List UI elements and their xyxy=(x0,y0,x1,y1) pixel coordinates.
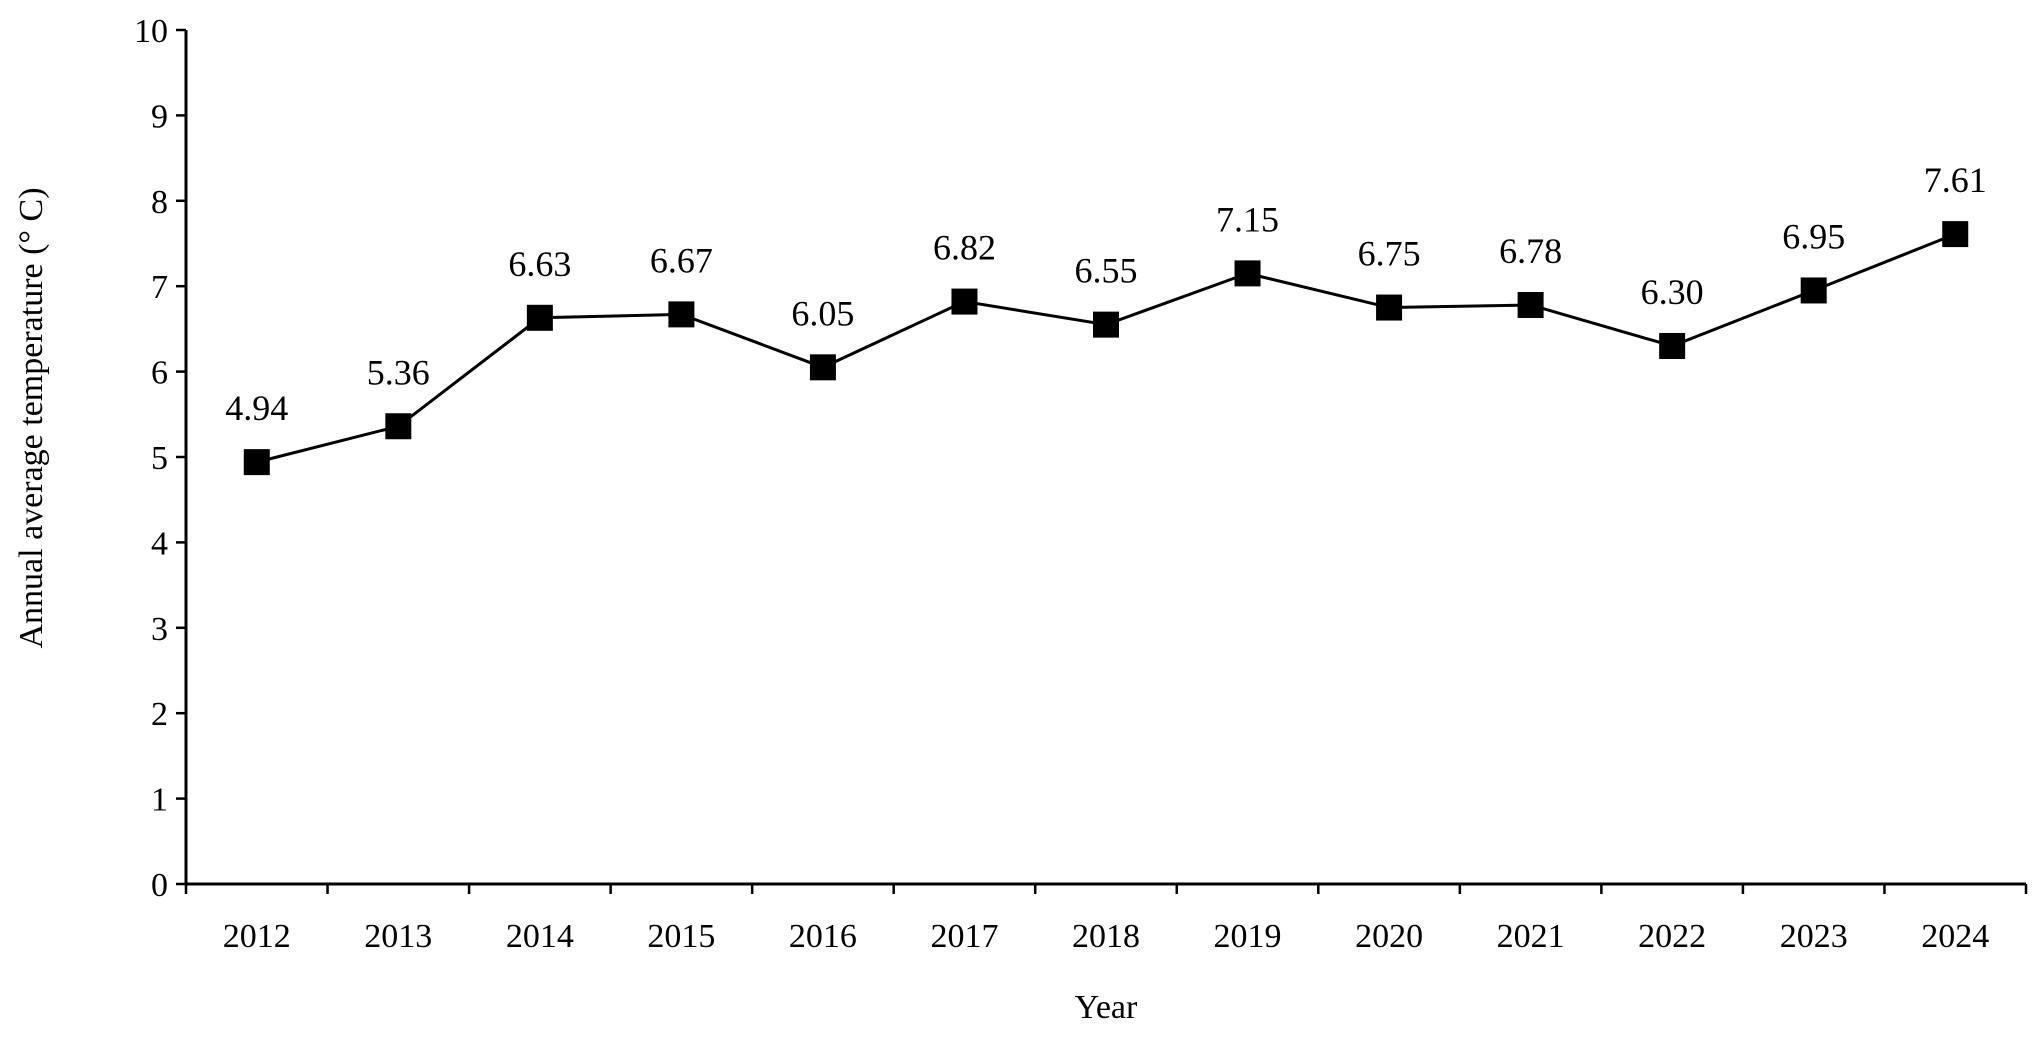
x-tick-label: 2016 xyxy=(789,918,857,955)
data-point-marker xyxy=(526,304,553,331)
data-point-marker xyxy=(1376,294,1403,321)
y-tick-label: 0 xyxy=(151,867,168,904)
y-tick-label: 9 xyxy=(151,98,168,135)
x-tick-label: 2017 xyxy=(930,918,998,955)
data-label: 6.78 xyxy=(1499,231,1562,271)
y-axis-title: Annual average temperature (° C) xyxy=(13,187,50,648)
x-tick-label: 2020 xyxy=(1355,918,1423,955)
x-tick-label: 2021 xyxy=(1497,918,1565,955)
x-tick-label: 2019 xyxy=(1214,918,1282,955)
data-series: 4.94 5.36 6.63 6.67 6.05 6.82 6.55 7.15 6.75 6.78… xyxy=(225,160,1987,476)
y-tick-label: 4 xyxy=(151,525,168,562)
data-point-marker xyxy=(1800,277,1827,304)
data-label: 6.63 xyxy=(508,244,571,284)
x-tick-label: 2014 xyxy=(506,918,574,955)
data-point-marker xyxy=(668,301,695,328)
y-tick-label: 6 xyxy=(151,355,168,392)
y-tick-label: 1 xyxy=(151,782,168,819)
data-label: 7.61 xyxy=(1924,160,1987,200)
data-label: 6.75 xyxy=(1358,234,1421,274)
y-tick-label: 2 xyxy=(151,696,168,733)
x-tick-label: 2015 xyxy=(647,918,715,955)
x-tick-label: 2023 xyxy=(1780,918,1848,955)
data-label: 7.15 xyxy=(1216,199,1279,239)
data-label: 6.95 xyxy=(1782,216,1845,256)
data-label: 6.55 xyxy=(1075,251,1138,291)
data-label: 4.94 xyxy=(225,388,288,428)
y-tick-label: 3 xyxy=(151,611,168,648)
y-tick-label: 8 xyxy=(151,184,168,221)
x-axis-title: Year xyxy=(1075,989,1138,1026)
y-axis-ticks: 0 1 2 3 4 5 6 7 8 9 10 xyxy=(134,13,186,904)
y-tick-label: 7 xyxy=(151,269,168,306)
data-label: 6.30 xyxy=(1641,272,1704,312)
data-point-marker xyxy=(243,449,270,476)
data-label: 6.05 xyxy=(791,293,854,333)
x-axis-ticks: 2012 2013 2014 2015 2016 2017 2018 2019 2020 2021… xyxy=(184,884,2028,955)
data-point-marker xyxy=(1517,291,1544,318)
data-point-marker xyxy=(385,413,412,440)
data-point-marker xyxy=(1942,221,1969,248)
data-point-marker xyxy=(1234,260,1261,287)
x-tick-label: 2013 xyxy=(364,918,432,955)
x-tick-label: 2024 xyxy=(1921,918,1989,955)
data-point-marker xyxy=(951,288,978,315)
data-point-marker xyxy=(809,354,836,381)
y-tick-label: 10 xyxy=(134,13,168,50)
data-point-marker xyxy=(1093,311,1119,338)
data-label: 6.82 xyxy=(933,228,996,268)
x-tick-label: 2018 xyxy=(1072,918,1140,955)
x-tick-label: 2022 xyxy=(1638,918,1706,955)
data-label: 5.36 xyxy=(367,352,430,392)
data-label: 6.67 xyxy=(650,240,713,280)
data-point-marker xyxy=(1659,332,1686,359)
x-tick-label: 2012 xyxy=(223,918,291,955)
y-tick-label: 5 xyxy=(151,440,168,477)
